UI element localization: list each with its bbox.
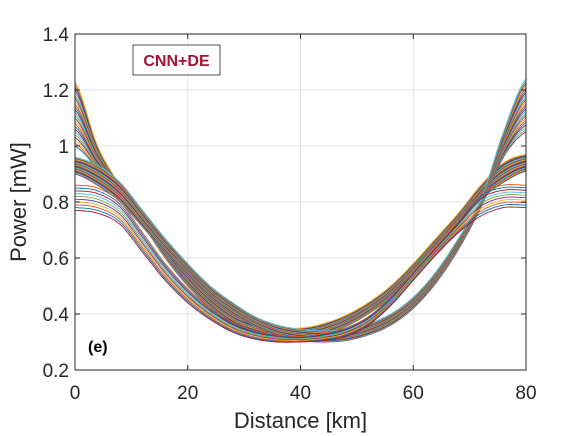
y-tick-label: 0.6	[43, 249, 69, 270]
power-profile-line	[74, 186, 527, 338]
legend: CNN+DE	[132, 44, 221, 76]
power-profile-line	[74, 191, 527, 339]
x-tick-label: 80	[515, 383, 536, 404]
power-profile-line	[74, 78, 527, 332]
legend-entry: CNN+DE	[143, 53, 210, 70]
power-profile-line	[74, 206, 527, 343]
power-profile-line	[74, 194, 527, 340]
panel-label: (e)	[88, 339, 108, 356]
power-profile-line	[74, 196, 527, 341]
x-axis-label: Distance [km]	[234, 408, 367, 433]
power-profile-line	[74, 189, 527, 339]
power-profile-line	[74, 201, 527, 342]
x-tick-label: 40	[290, 383, 311, 404]
legend-box	[132, 44, 221, 76]
y-tick-label: 0.4	[43, 305, 70, 326]
y-tick-label: 1.4	[43, 25, 70, 46]
power-profile-line	[74, 204, 527, 343]
y-tick-label: 1	[58, 137, 69, 158]
x-tick-label: 0	[70, 383, 81, 404]
power-profile-line	[74, 184, 527, 337]
y-axis-label: Power [mW]	[6, 142, 31, 262]
y-tick-label: 0.8	[43, 193, 69, 214]
power-profile-line	[74, 199, 527, 341]
y-tick-label: 1.2	[43, 81, 69, 102]
x-tick-label: 60	[403, 383, 424, 404]
y-tick-label: 0.2	[43, 361, 69, 382]
x-tick-label: 20	[177, 383, 198, 404]
series-lines	[74, 78, 527, 343]
axis-ticks: 0 20 40 60 80 0.2 0.4 0.6 0.8 1 1.2 1.4	[43, 25, 537, 404]
